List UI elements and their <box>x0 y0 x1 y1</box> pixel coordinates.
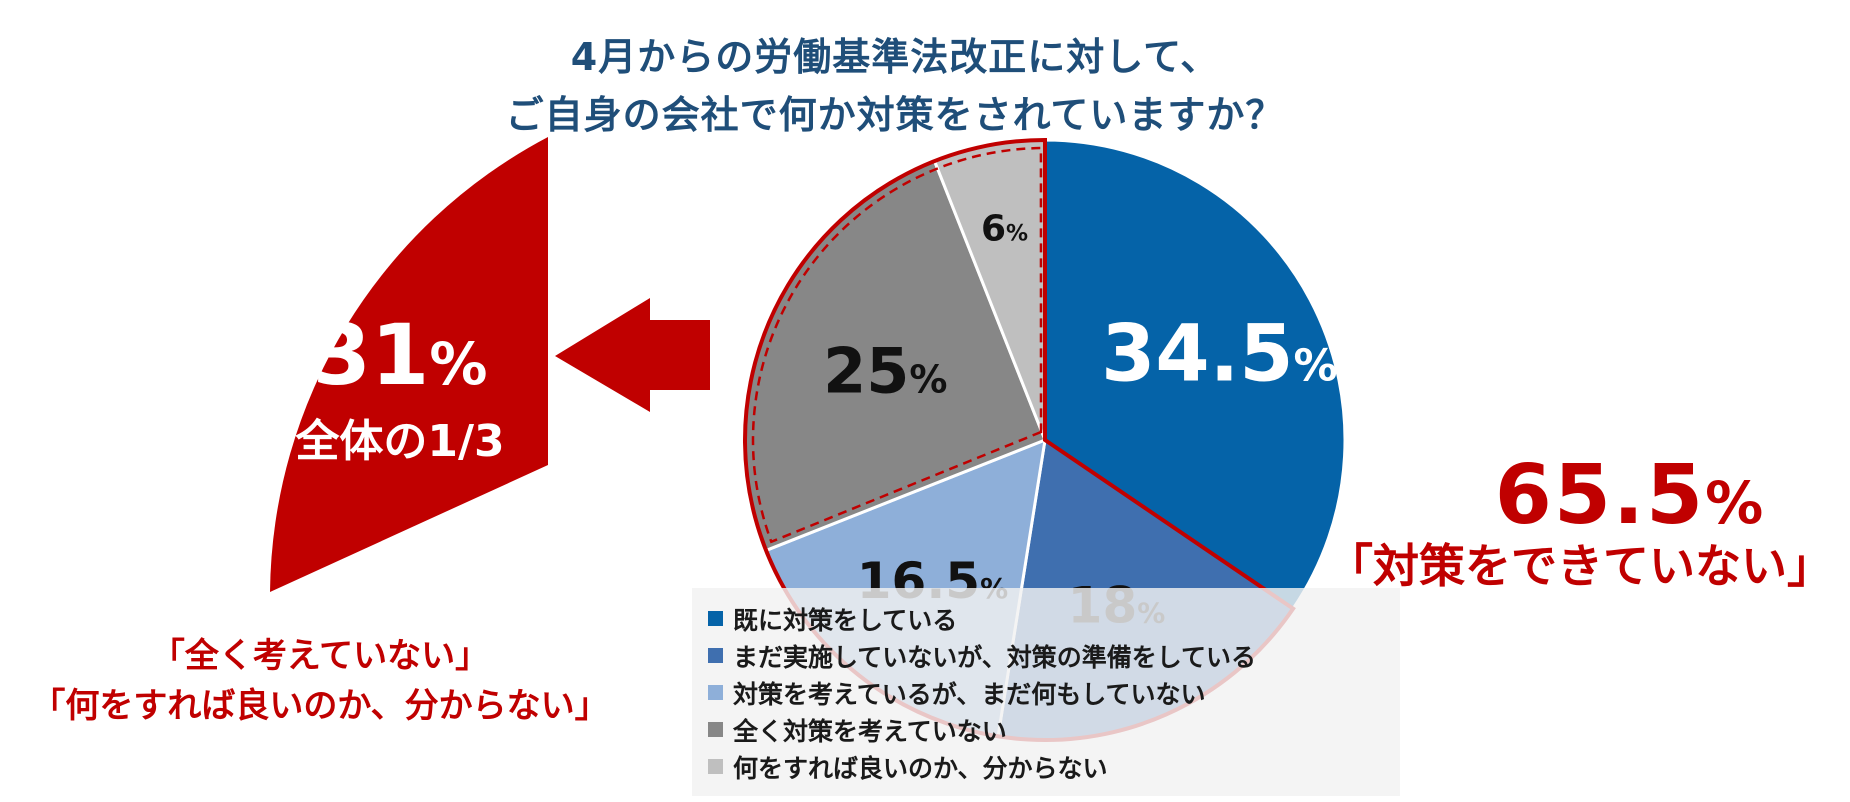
pie-slice-label-unit: % <box>1006 221 1028 246</box>
pie-slice-label-4: 25% <box>823 335 947 408</box>
sub-percentage-value: 31 <box>312 306 429 404</box>
legend-label: 何をすれば良いのか、分からない <box>733 753 1108 783</box>
sub-percentage: 31% <box>312 306 487 404</box>
pie-slice-label-5: 6% <box>981 208 1028 249</box>
pie-slice-label-unit: % <box>909 358 947 402</box>
pie-slice-label-unit: % <box>1294 340 1338 391</box>
legend-label: 既に対策をしている <box>733 605 958 635</box>
sub-percentage-sign: % <box>429 330 487 398</box>
legend-swatch <box>708 685 723 700</box>
legend: 既に対策をしているまだ実施していないが、対策の準備をしている 対策を考えているが、… <box>692 588 1400 796</box>
legend-label: まだ実施していないが、対策の準備をしている <box>733 642 1257 672</box>
pie-slice-label-value: 34.5 <box>1101 309 1293 399</box>
sub-label-line-2: 「何をすれば良いのか、分からない」 <box>31 686 609 726</box>
legend-swatch <box>708 611 723 626</box>
legend-swatch <box>708 648 723 663</box>
legend-item-5: 何をすれば良いのか、分からない <box>708 748 1384 785</box>
legend-label: 対策を考えているが、まだ何もしていない <box>733 679 1206 709</box>
not-done-percentage-value: 65.5 <box>1494 448 1706 543</box>
selected-group-dashed-outline <box>751 146 1043 544</box>
legend-swatch <box>708 722 723 737</box>
legend-label: 全く対策を考えていない <box>733 716 1007 746</box>
legend-item-2: まだ実施していないが、対策の準備をしている <box>708 637 1384 674</box>
not-done-percentage: 65.5% <box>1450 448 1810 543</box>
legend-swatch <box>708 759 723 774</box>
not-done-label: 「対策をできていない」 <box>1327 539 1833 593</box>
exploded-slice-31pct <box>270 137 548 592</box>
pie-slice-label-value: 25 <box>823 335 909 408</box>
chart-title-line-1: 4月からの労働基準法改正に対して、 <box>570 35 1220 79</box>
sub-label-line-1: 「全く考えていない」 <box>150 636 490 676</box>
pie-slice-1 <box>1043 138 1347 611</box>
pie-slice-label-1: 34.5% <box>1101 309 1338 399</box>
chart-title-line-2: ご自身の会社で何か対策をされていますか？ <box>505 93 1285 137</box>
not-done-percentage-sign: % <box>1705 469 1766 537</box>
legend-item-3: 対策を考えているが、まだ何もしていない <box>708 674 1384 711</box>
legend-item-1: 既に対策をしている <box>708 600 1384 637</box>
left-arrow-icon <box>555 298 710 412</box>
pie-slice-label-value: 6 <box>981 208 1006 249</box>
legend-item-4: 全く対策を考えていない <box>708 711 1384 748</box>
sub-fraction: 全体の1/3 <box>294 416 504 467</box>
